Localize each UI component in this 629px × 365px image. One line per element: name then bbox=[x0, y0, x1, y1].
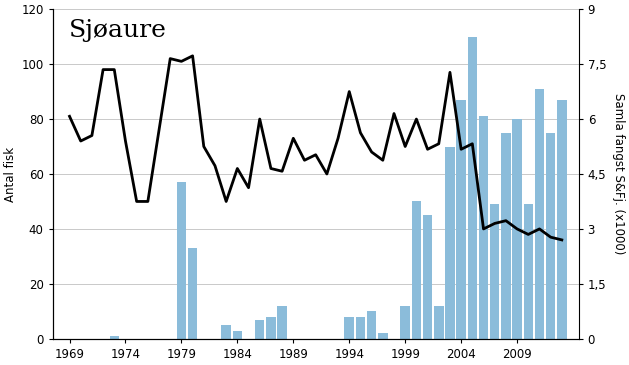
Bar bbox=[457, 100, 466, 339]
Bar bbox=[221, 325, 231, 339]
Bar bbox=[523, 204, 533, 339]
Y-axis label: Samla fangst S&Fj. (x1000): Samla fangst S&Fj. (x1000) bbox=[612, 93, 625, 255]
Bar bbox=[411, 201, 421, 339]
Bar bbox=[445, 146, 455, 339]
Bar bbox=[434, 306, 443, 339]
Bar bbox=[423, 215, 432, 339]
Bar bbox=[177, 182, 186, 339]
Bar bbox=[546, 133, 555, 339]
Bar bbox=[479, 116, 488, 339]
Bar bbox=[233, 331, 242, 339]
Bar bbox=[401, 306, 410, 339]
Bar bbox=[557, 100, 567, 339]
Bar bbox=[378, 333, 387, 339]
Bar bbox=[355, 317, 365, 339]
Bar bbox=[367, 311, 376, 339]
Bar bbox=[188, 248, 198, 339]
Bar bbox=[535, 89, 544, 339]
Bar bbox=[345, 317, 354, 339]
Text: Sjøaure: Sjøaure bbox=[69, 19, 167, 42]
Bar bbox=[467, 36, 477, 339]
Y-axis label: Antal fisk: Antal fisk bbox=[4, 146, 17, 201]
Bar bbox=[255, 320, 264, 339]
Bar bbox=[109, 336, 119, 339]
Bar bbox=[277, 306, 287, 339]
Bar bbox=[501, 133, 511, 339]
Bar bbox=[513, 119, 522, 339]
Bar bbox=[266, 317, 276, 339]
Bar bbox=[490, 204, 499, 339]
